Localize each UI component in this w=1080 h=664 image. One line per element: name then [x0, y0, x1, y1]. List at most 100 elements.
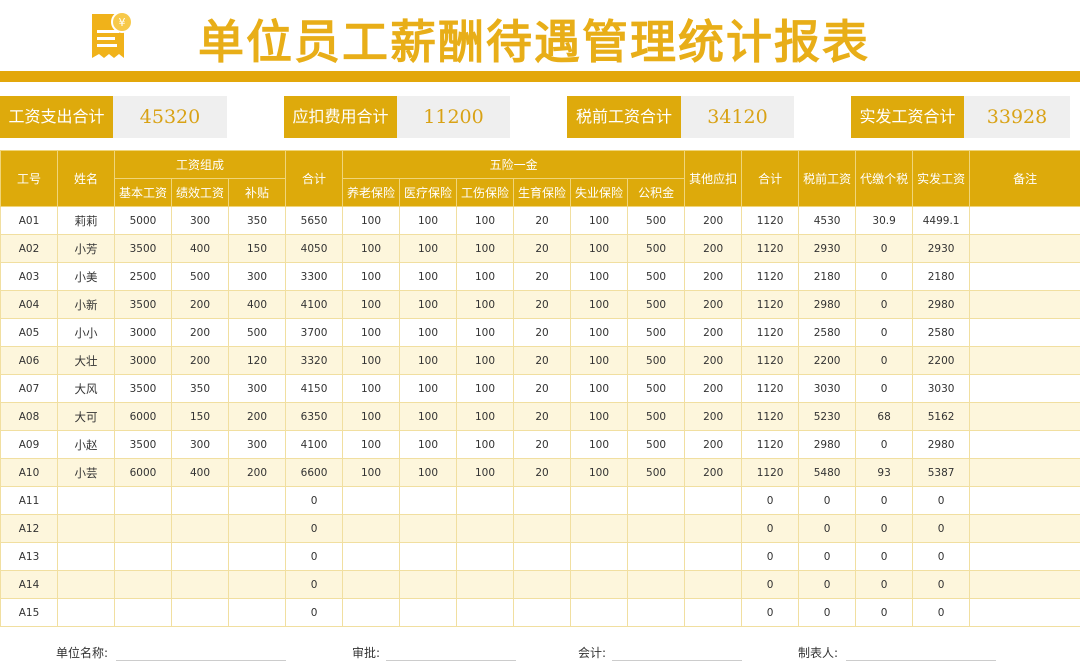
- table-cell[interactable]: 20: [513, 402, 572, 431]
- table-cell[interactable]: [684, 486, 743, 515]
- table-cell[interactable]: 0: [285, 598, 344, 627]
- table-cell[interactable]: [969, 514, 1080, 543]
- table-cell[interactable]: A11: [0, 486, 58, 515]
- table-cell[interactable]: [57, 598, 115, 627]
- table-cell[interactable]: 2980: [798, 290, 857, 319]
- table-cell[interactable]: [627, 486, 686, 515]
- table-cell[interactable]: 500: [227, 318, 287, 347]
- table-cell[interactable]: [513, 598, 572, 627]
- table-cell[interactable]: 20: [513, 318, 572, 347]
- table-cell[interactable]: 6600: [285, 458, 344, 487]
- table-cell[interactable]: 0: [285, 514, 344, 543]
- table-cell[interactable]: [627, 598, 686, 627]
- table-cell[interactable]: 100: [342, 430, 401, 459]
- table-cell[interactable]: 100: [456, 374, 515, 403]
- table-cell[interactable]: 3700: [285, 318, 344, 347]
- table-cell[interactable]: 200: [171, 346, 229, 375]
- table-cell[interactable]: 30.9: [855, 206, 914, 235]
- table-cell[interactable]: 6000: [114, 458, 172, 487]
- table-cell[interactable]: A08: [0, 402, 58, 431]
- table-cell[interactable]: 3500: [114, 234, 172, 263]
- table-cell[interactable]: 0: [855, 318, 914, 347]
- table-cell[interactable]: 20: [513, 290, 572, 319]
- table-cell[interactable]: [969, 290, 1080, 319]
- table-cell[interactable]: 0: [855, 346, 914, 375]
- table-cell[interactable]: 100: [456, 206, 515, 235]
- table-cell[interactable]: [969, 234, 1080, 263]
- table-cell[interactable]: [342, 598, 401, 627]
- table-cell[interactable]: [513, 542, 572, 571]
- table-cell[interactable]: 100: [570, 374, 629, 403]
- table-cell[interactable]: 100: [342, 318, 401, 347]
- table-cell[interactable]: 100: [342, 402, 401, 431]
- table-cell[interactable]: 2180: [912, 262, 971, 291]
- table-cell[interactable]: 0: [855, 598, 914, 627]
- table-cell[interactable]: [969, 486, 1080, 515]
- table-cell[interactable]: 2580: [798, 318, 857, 347]
- table-cell[interactable]: 0: [855, 570, 914, 599]
- table-cell[interactable]: [342, 542, 401, 571]
- table-cell[interactable]: A13: [0, 542, 58, 571]
- table-cell[interactable]: 400: [227, 290, 287, 319]
- table-cell[interactable]: [171, 542, 229, 571]
- table-cell[interactable]: 100: [570, 430, 629, 459]
- table-cell[interactable]: 200: [171, 318, 229, 347]
- table-cell[interactable]: 小新: [57, 290, 115, 319]
- table-cell[interactable]: 0: [855, 374, 914, 403]
- table-cell[interactable]: [969, 206, 1080, 235]
- table-cell[interactable]: [114, 514, 172, 543]
- table-cell[interactable]: 150: [227, 234, 287, 263]
- table-cell[interactable]: 300: [171, 206, 229, 235]
- table-cell[interactable]: 小赵: [57, 430, 115, 459]
- table-cell[interactable]: [969, 346, 1080, 375]
- table-cell[interactable]: 3500: [114, 430, 172, 459]
- table-cell[interactable]: A05: [0, 318, 58, 347]
- table-cell[interactable]: 350: [171, 374, 229, 403]
- table-cell[interactable]: 100: [399, 234, 458, 263]
- table-cell[interactable]: 100: [399, 318, 458, 347]
- table-cell[interactable]: [684, 514, 743, 543]
- table-cell[interactable]: 0: [912, 486, 971, 515]
- table-cell[interactable]: 200: [684, 402, 743, 431]
- table-cell[interactable]: 大风: [57, 374, 115, 403]
- table-cell[interactable]: 1120: [741, 374, 800, 403]
- table-cell[interactable]: [456, 570, 515, 599]
- table-cell[interactable]: 0: [741, 542, 800, 571]
- table-cell[interactable]: [399, 486, 458, 515]
- table-cell[interactable]: [399, 570, 458, 599]
- table-cell[interactable]: [969, 458, 1080, 487]
- table-cell[interactable]: [969, 542, 1080, 571]
- table-cell[interactable]: [171, 570, 229, 599]
- table-cell[interactable]: [969, 402, 1080, 431]
- table-cell[interactable]: 300: [227, 430, 287, 459]
- table-cell[interactable]: 4499.1: [912, 206, 971, 235]
- table-cell[interactable]: 500: [627, 374, 686, 403]
- table-cell[interactable]: 120: [227, 346, 287, 375]
- table-cell[interactable]: [57, 486, 115, 515]
- table-cell[interactable]: 100: [399, 430, 458, 459]
- table-cell[interactable]: 4100: [285, 430, 344, 459]
- table-cell[interactable]: 100: [570, 346, 629, 375]
- table-cell[interactable]: 5000: [114, 206, 172, 235]
- table-cell[interactable]: 100: [342, 346, 401, 375]
- table-cell[interactable]: 1120: [741, 402, 800, 431]
- table-cell[interactable]: 100: [342, 290, 401, 319]
- table-cell[interactable]: [513, 570, 572, 599]
- table-cell[interactable]: 5480: [798, 458, 857, 487]
- table-cell[interactable]: [171, 598, 229, 627]
- table-cell[interactable]: [969, 598, 1080, 627]
- table-cell[interactable]: 2930: [798, 234, 857, 263]
- table-cell[interactable]: 3320: [285, 346, 344, 375]
- table-cell[interactable]: 2200: [912, 346, 971, 375]
- table-cell[interactable]: 2180: [798, 262, 857, 291]
- table-cell[interactable]: A03: [0, 262, 58, 291]
- table-cell[interactable]: A06: [0, 346, 58, 375]
- table-cell[interactable]: [969, 430, 1080, 459]
- table-cell[interactable]: 1120: [741, 318, 800, 347]
- table-cell[interactable]: 0: [798, 514, 857, 543]
- table-cell[interactable]: 0: [285, 570, 344, 599]
- table-cell[interactable]: 0: [855, 234, 914, 263]
- table-cell[interactable]: 0: [855, 514, 914, 543]
- table-cell[interactable]: A14: [0, 570, 58, 599]
- table-cell[interactable]: A09: [0, 430, 58, 459]
